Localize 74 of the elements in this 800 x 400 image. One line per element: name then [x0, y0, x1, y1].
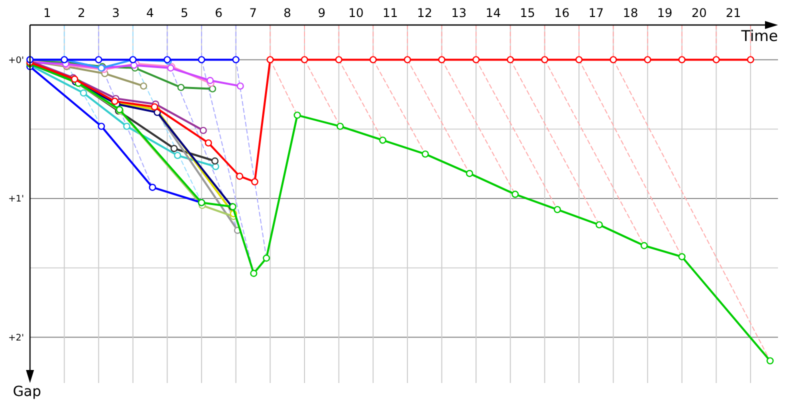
point: [746, 56, 754, 64]
y-tick-label: +0': [8, 56, 24, 66]
x-tick-label: 20: [691, 6, 707, 20]
point: [177, 84, 185, 92]
point: [80, 89, 88, 97]
point: [466, 170, 474, 178]
x-tick-label: 13: [451, 6, 467, 20]
point: [198, 56, 206, 64]
point: [140, 82, 148, 90]
point: [208, 85, 216, 92]
x-tick-label: 14: [486, 6, 501, 20]
point: [204, 139, 212, 147]
y-tick-label: +1': [8, 194, 24, 205]
point: [98, 122, 105, 130]
point: [262, 254, 270, 262]
x-tick-label: 21: [726, 6, 742, 20]
point: [150, 103, 158, 110]
point: [512, 190, 519, 198]
point: [211, 157, 219, 165]
point: [506, 56, 514, 64]
point: [148, 184, 156, 191]
point: [379, 136, 386, 144]
x-tick-label: 17: [588, 6, 604, 20]
point: [640, 242, 648, 250]
x-tick-label: 5: [180, 6, 188, 20]
point: [554, 206, 561, 214]
point: [251, 178, 258, 186]
point: [472, 56, 480, 64]
point: [438, 56, 446, 64]
x-tick-label: 7: [249, 6, 257, 20]
x-tick-label: 19: [657, 6, 672, 20]
point: [294, 112, 301, 119]
point: [174, 152, 182, 160]
point: [335, 56, 342, 64]
point: [300, 56, 308, 64]
x-tick-label: 3: [112, 6, 120, 20]
point: [644, 56, 652, 64]
x-tick-label: 6: [214, 6, 223, 20]
x-tick-label: 11: [382, 6, 398, 20]
x-tick-label: 2: [78, 6, 86, 20]
x-tick-label: 12: [416, 6, 432, 20]
point: [678, 56, 686, 64]
x-tick-label: 10: [348, 6, 364, 20]
point: [236, 82, 244, 90]
point: [678, 253, 686, 260]
point: [610, 56, 617, 64]
x-tick-label: 9: [318, 6, 326, 20]
y-tick-label: +2': [8, 333, 24, 344]
y-axis-title: Gap: [12, 384, 42, 400]
x-tick-label: 16: [554, 6, 570, 20]
x-tick-label: 18: [622, 6, 638, 20]
point: [206, 76, 214, 84]
point: [232, 56, 240, 64]
point: [250, 270, 258, 277]
point: [236, 172, 244, 180]
x-axis-title: Time: [740, 27, 778, 45]
point: [575, 56, 583, 64]
x-tick-label: 1: [43, 6, 51, 20]
x-tick-label: 4: [146, 6, 154, 20]
point: [422, 150, 429, 158]
point: [541, 56, 548, 64]
point: [596, 221, 603, 228]
point: [370, 56, 377, 64]
point: [712, 56, 720, 64]
point: [336, 122, 344, 130]
x-tick-label: 15: [520, 6, 536, 20]
point: [170, 144, 178, 152]
point: [266, 56, 274, 64]
point: [95, 56, 102, 64]
point: [404, 56, 412, 64]
x-tick-label: 8: [284, 6, 292, 20]
point: [766, 357, 774, 364]
point: [200, 126, 207, 134]
point: [123, 122, 130, 130]
